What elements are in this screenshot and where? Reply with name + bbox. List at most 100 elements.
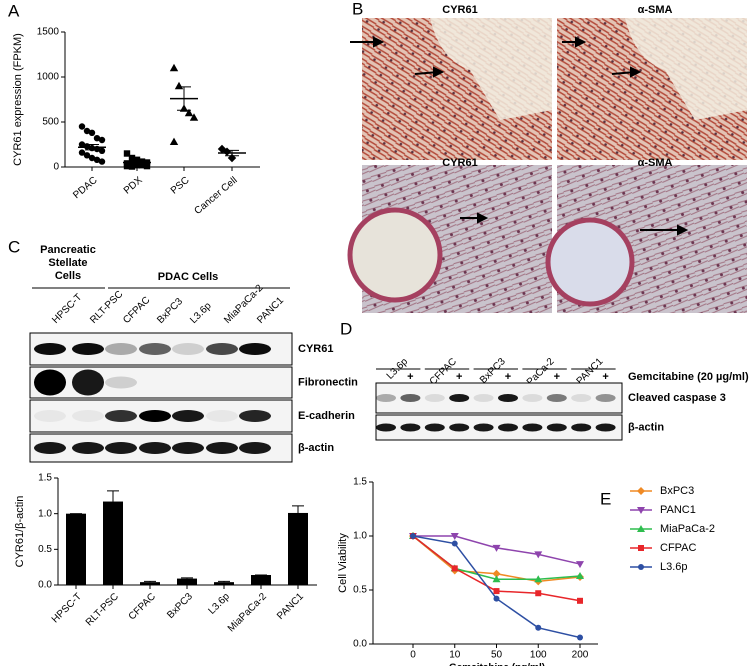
y-tick-label: 1000 <box>37 72 60 83</box>
error-bar <box>177 86 191 111</box>
data-point <box>217 144 227 154</box>
y-axis-label: Cell Viability <box>337 533 349 593</box>
row-label: E-cadherin <box>298 410 355 422</box>
x-tick-label: PSC <box>169 175 192 197</box>
legend-marker <box>638 564 644 570</box>
band <box>34 410 66 422</box>
data-point <box>576 571 584 579</box>
data-point <box>493 595 500 602</box>
group-label: Stellate <box>48 257 87 269</box>
data-point <box>133 156 141 163</box>
y-tick-label: 1.5 <box>353 477 367 488</box>
lumen <box>430 18 747 120</box>
group-label: PDAC Cells <box>158 271 219 283</box>
data-point <box>189 113 199 121</box>
x-tick-label: PDX <box>122 175 145 197</box>
legend-label: CFPAC <box>660 542 697 554</box>
legend-marker <box>637 507 645 514</box>
image-label: CYR61 <box>442 4 477 16</box>
image-label: CYR61 <box>442 157 477 169</box>
data-point <box>93 156 101 163</box>
treatment-label: Gemcitabine (20 µg/ml) <box>628 371 749 383</box>
row-label: β-actin <box>298 442 334 454</box>
data-point <box>78 123 86 130</box>
lane-label: PANC1 <box>575 356 606 387</box>
legend-marker <box>637 525 645 532</box>
data-point <box>410 533 416 539</box>
data-point <box>98 158 106 165</box>
x-tick-label: 50 <box>491 650 503 661</box>
band <box>424 394 445 402</box>
band <box>239 343 271 355</box>
bar <box>177 578 197 585</box>
data-point <box>138 162 146 169</box>
band <box>400 423 421 432</box>
y-tick-label: 1.0 <box>38 508 52 519</box>
data-point <box>534 575 543 583</box>
data-point <box>577 597 583 604</box>
legend-marker <box>638 545 644 551</box>
band <box>498 394 518 402</box>
x-tick-label: MiaPaCa-2 <box>226 591 269 634</box>
treatment-sign: + <box>407 371 413 383</box>
x-tick-label: 10 <box>449 650 461 661</box>
band <box>139 410 171 422</box>
lane-label: BxPC3 <box>478 356 508 386</box>
band <box>449 423 470 432</box>
image-label: α-SMA <box>638 157 673 169</box>
data-point <box>143 162 151 170</box>
panel-letter: D <box>340 319 352 338</box>
panel-b-images <box>347 18 747 313</box>
y-tick-label: 1.5 <box>38 473 52 484</box>
error-bar <box>218 580 230 583</box>
band <box>498 423 518 432</box>
y-tick-label: 0 <box>53 162 59 173</box>
y-tick-label: 0.5 <box>353 585 367 596</box>
treatment-sign: + <box>554 371 560 383</box>
gland <box>545 217 635 307</box>
data-point <box>450 533 459 540</box>
data-point <box>98 136 106 144</box>
band <box>172 343 204 355</box>
data-point <box>133 162 141 169</box>
band <box>206 442 238 454</box>
y-tick-label: 1.0 <box>353 531 367 542</box>
data-point <box>128 154 136 162</box>
band <box>172 410 204 422</box>
legend-label: MiaPaCa-2 <box>660 523 715 535</box>
lane-label: RLT-PSC <box>88 289 125 326</box>
band <box>105 376 137 389</box>
row-label: Cleaved caspase 3 <box>628 392 726 404</box>
data-point <box>492 569 501 578</box>
band <box>72 343 104 355</box>
band <box>376 423 396 432</box>
row-label: β-actin <box>628 421 664 433</box>
y-axis-label: CYR61/β-actin <box>14 496 26 568</box>
lane-label: L3.6p <box>188 300 214 326</box>
treatment-sign: + <box>505 371 511 383</box>
treatment-sign: + <box>602 371 608 383</box>
bar <box>140 582 160 585</box>
band <box>571 423 592 432</box>
row-label: Fibronectin <box>298 376 358 388</box>
legend-label: BxPC3 <box>660 485 694 497</box>
band <box>72 410 104 422</box>
lane-label: PANC1 <box>255 295 286 326</box>
blot-row <box>29 366 293 399</box>
data-point <box>169 137 179 145</box>
legend-label: PANC1 <box>660 504 696 516</box>
x-tick-label: 200 <box>572 650 589 661</box>
legend-label: L3.6p <box>660 561 688 573</box>
data-point <box>492 544 501 552</box>
panel-letter: E <box>600 489 611 508</box>
band <box>172 442 204 454</box>
band <box>239 410 271 422</box>
band <box>139 442 171 454</box>
error-bar <box>144 580 156 583</box>
data-point <box>83 127 91 135</box>
band <box>34 369 66 396</box>
band <box>522 394 543 402</box>
data-point <box>88 154 96 162</box>
data-point <box>577 634 583 641</box>
